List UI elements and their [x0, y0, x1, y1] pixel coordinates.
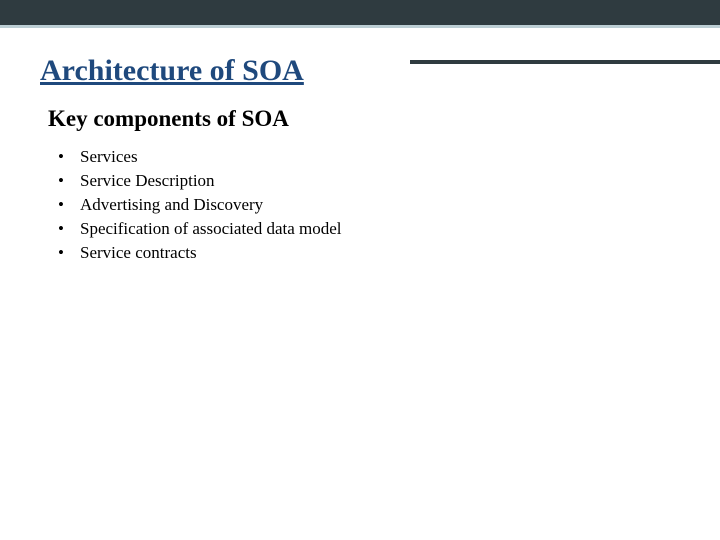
- list-item: Service Description: [58, 170, 680, 193]
- list-item: Service contracts: [58, 242, 680, 265]
- top-decorative-bar: [0, 0, 720, 28]
- slide-container: Architecture of SOA Key components of SO…: [0, 0, 720, 540]
- slide-subtitle: Key components of SOA: [48, 106, 680, 132]
- content-area: Architecture of SOA Key components of SO…: [0, 28, 720, 265]
- slide-title: Architecture of SOA: [40, 54, 680, 88]
- title-text: Architecture of SOA: [40, 54, 304, 87]
- list-item: Advertising and Discovery: [58, 194, 680, 217]
- list-item: Specification of associated data model: [58, 218, 680, 241]
- list-item: Services: [58, 146, 680, 169]
- bullet-list: Services Service Description Advertising…: [58, 146, 680, 265]
- title-accent-bar: [410, 60, 720, 64]
